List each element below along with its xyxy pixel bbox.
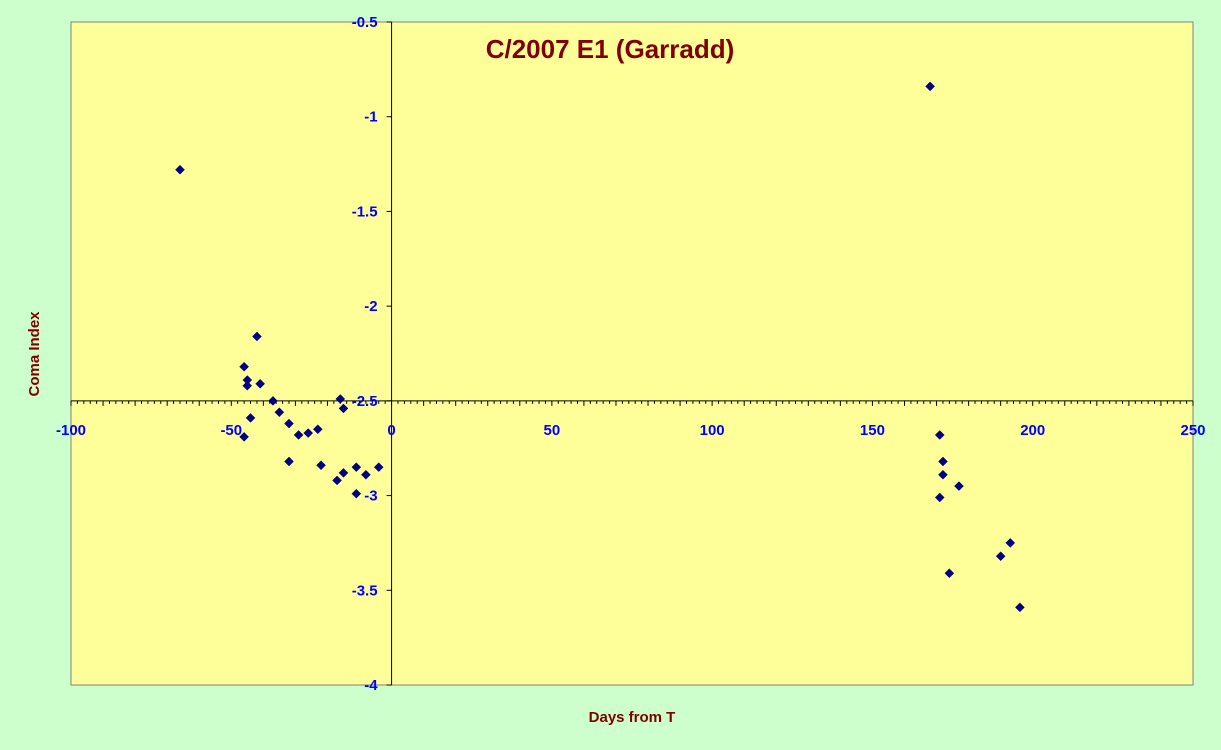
data-point <box>361 469 371 480</box>
y-tick-label: -0.5 <box>352 14 378 31</box>
x-tick-label: -100 <box>56 422 86 439</box>
y-tick-label: -1.5 <box>352 203 378 220</box>
y-tick-label: -3 <box>364 488 377 505</box>
data-point <box>239 361 249 372</box>
tick-marks <box>70 21 1194 686</box>
data-point <box>1015 602 1025 613</box>
data-point <box>335 394 346 404</box>
data-point <box>373 462 384 473</box>
x-tick-label: 100 <box>700 422 725 439</box>
x-tick-label: 200 <box>1020 422 1045 439</box>
y-tick-label: -2.5 <box>352 393 378 410</box>
data-point <box>252 331 262 342</box>
x-tick-label: 50 <box>544 422 561 439</box>
data-point <box>245 413 256 423</box>
y-tick-label: -2 <box>364 298 377 315</box>
data-point <box>934 430 945 440</box>
data-point <box>938 456 948 467</box>
data-point <box>284 418 294 429</box>
data-point <box>284 456 294 467</box>
x-axis-title: Days from T <box>589 709 676 726</box>
data-point <box>1005 538 1016 548</box>
data-point <box>175 164 185 175</box>
data-point <box>351 488 362 499</box>
data-point <box>312 424 323 435</box>
plot-area <box>70 21 1194 686</box>
y-tick-label: -4 <box>364 677 378 694</box>
data-point <box>925 81 935 92</box>
data-point <box>338 403 349 414</box>
y-axis-title: Coma Index <box>26 311 43 397</box>
data-point <box>316 460 326 471</box>
data-point <box>293 430 304 440</box>
axes <box>71 22 1193 685</box>
x-tick-label: 250 <box>1180 422 1205 439</box>
chart-title: C/2007 E1 (Garradd) <box>486 34 735 64</box>
data-point <box>351 462 362 473</box>
data-point <box>338 467 349 478</box>
y-tick-label: -3.5 <box>352 582 378 599</box>
data-point <box>303 428 314 438</box>
data-points <box>175 81 1025 613</box>
data-point <box>934 492 945 503</box>
data-point <box>954 481 964 491</box>
x-tick-label: 0 <box>387 422 395 439</box>
data-point <box>944 568 955 579</box>
x-tick-label: -50 <box>220 422 242 439</box>
data-point <box>239 431 249 442</box>
data-point <box>242 380 253 391</box>
data-point <box>274 407 285 418</box>
x-tick-label: 150 <box>860 422 885 439</box>
data-point <box>938 469 948 480</box>
y-tick-label: -1 <box>364 109 377 126</box>
data-point <box>995 551 1006 562</box>
data-point <box>268 396 278 406</box>
tick-labels: -100 -50 0 50 100 150 200 250 -0.5 -1 -1.5 -2 -2.5 -3… <box>56 14 1206 694</box>
data-point <box>332 475 342 486</box>
data-point <box>255 378 265 389</box>
